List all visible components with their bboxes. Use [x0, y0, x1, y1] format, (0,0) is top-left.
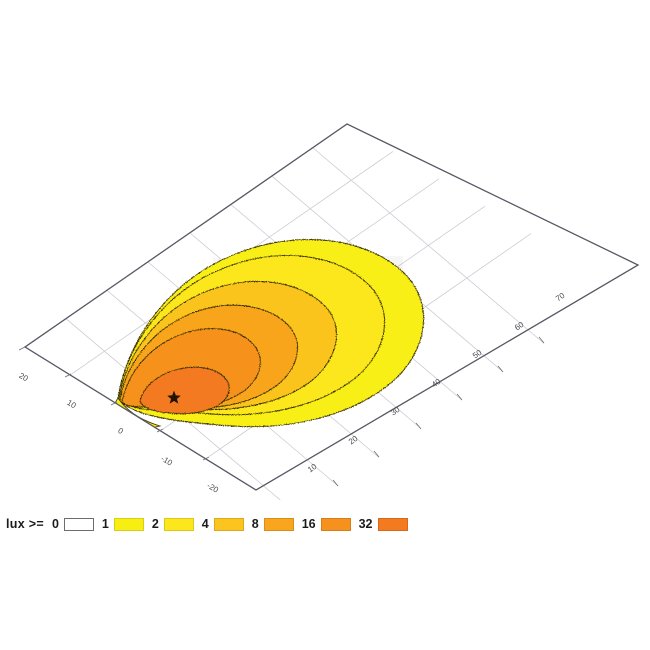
legend-stop-16: 16: [294, 517, 351, 531]
legend-swatch-4: [213, 517, 244, 531]
legend-swatch-2: [163, 517, 194, 531]
lux-legend: lux >= 0 1 2 4 8 16: [0, 500, 650, 548]
ground-plane-outline: [23, 123, 640, 491]
contour-band-32: [139, 366, 230, 415]
peak-marker: [167, 390, 181, 404]
legend-stop-1: 1: [94, 517, 144, 531]
legend-stop-8: 8: [244, 517, 294, 531]
legend-value-2: 2: [151, 517, 159, 531]
legend-swatch-1: [113, 517, 144, 531]
legend-value-16: 16: [301, 517, 316, 531]
legend-title: lux >=: [6, 517, 44, 531]
legend-stop-4: 4: [194, 517, 244, 531]
legend-swatch-32: [377, 517, 408, 531]
legend-value-32: 32: [358, 517, 373, 531]
legend-stop-2: 2: [144, 517, 194, 531]
axis-ticks-distance: [332, 336, 545, 487]
legend-swatch-16: [320, 517, 351, 531]
legend-stop-0: 0: [44, 517, 94, 531]
legend-value-8: 8: [251, 517, 259, 531]
legend-swatch-0: [63, 517, 94, 531]
legend-value-0: 0: [51, 517, 59, 531]
legend-value-4: 4: [201, 517, 209, 531]
contour-plot-canvas: 10 20 30 40 50 60 70 20 10 0 -10 -20: [17, 123, 640, 500]
axis-ticks-lateral: [18, 346, 210, 461]
legend-value-1: 1: [101, 517, 109, 531]
legend-swatch-8: [263, 517, 294, 531]
contour-bands: [117, 239, 424, 428]
legend-stop-32: 32: [351, 517, 408, 531]
plot-svg: [18, 123, 640, 500]
